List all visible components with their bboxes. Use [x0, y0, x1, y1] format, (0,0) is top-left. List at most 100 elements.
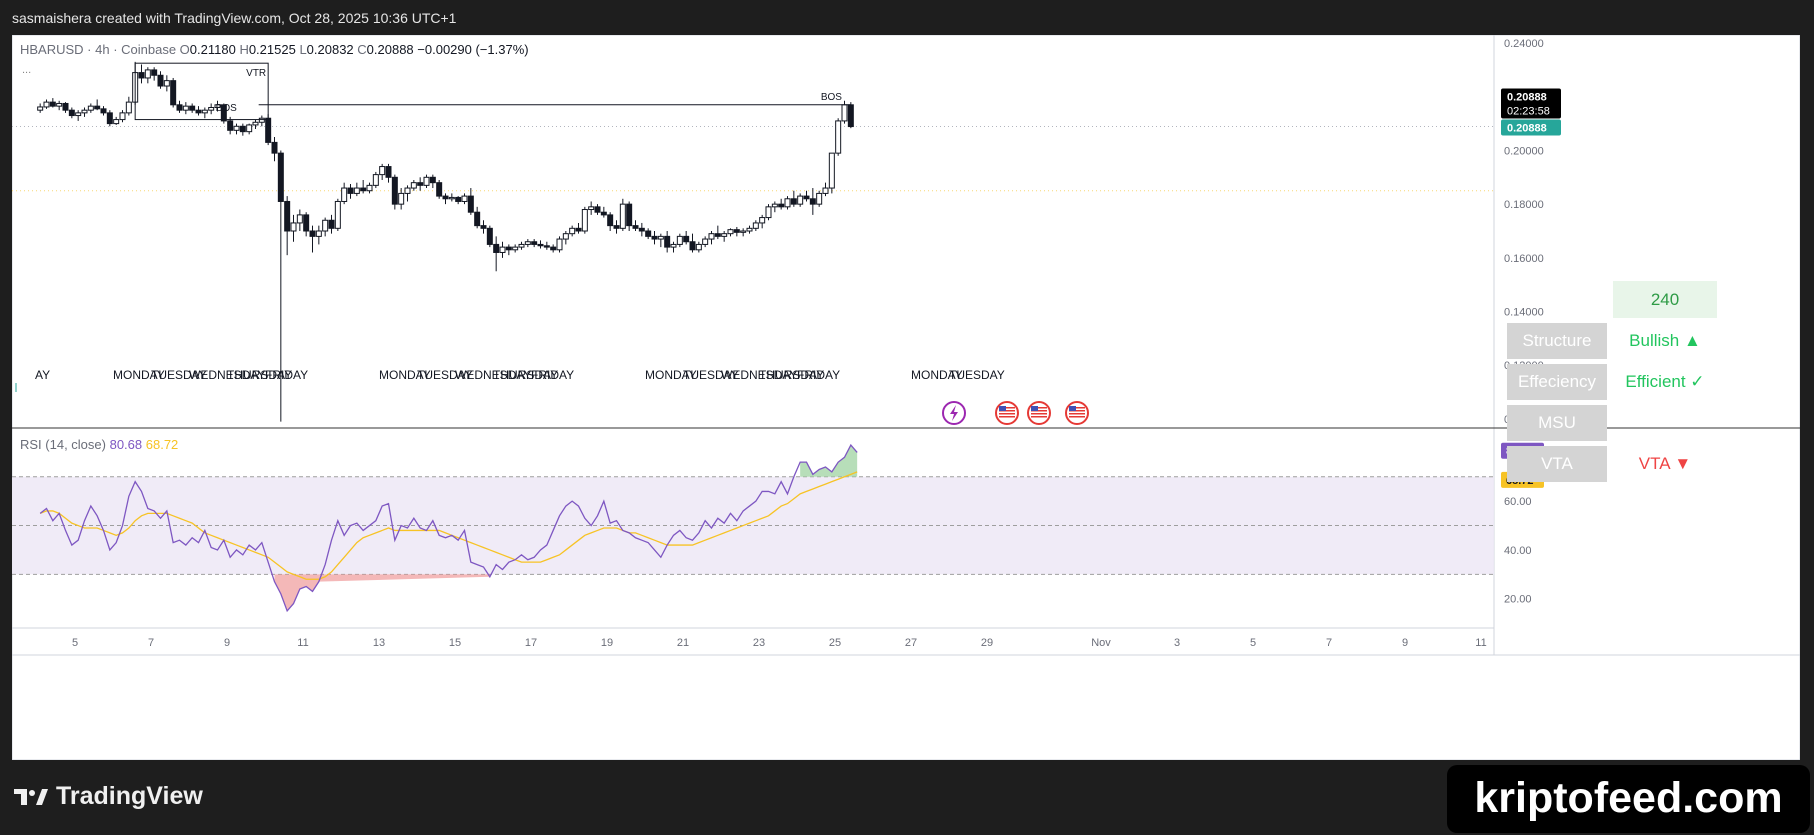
candle — [480, 225, 487, 229]
msu-value — [1613, 405, 1717, 441]
us-flag-icon[interactable] — [1027, 401, 1051, 425]
time-tick: 17 — [525, 637, 537, 649]
session-label: THURSDAY — [493, 368, 558, 382]
lightning-icon[interactable] — [942, 401, 966, 425]
candle — [581, 209, 588, 232]
flag-stripe — [1069, 416, 1085, 418]
legend-part: 0.20832 — [307, 42, 358, 57]
candle — [62, 102, 69, 111]
legend-more: ... — [22, 64, 31, 76]
time-tick: 23 — [753, 637, 765, 649]
legend-part: 0.20888 — [367, 42, 418, 57]
efficiency-value: Efficient ✓ — [1613, 364, 1717, 400]
candle — [518, 243, 525, 248]
candle — [759, 217, 766, 224]
legend-part: −0.00290 (−1.37%) — [417, 42, 528, 57]
legend-part: 0.21525 — [249, 42, 300, 57]
candle — [366, 184, 373, 192]
header-text: sasmaishera created with TradingView.com… — [12, 10, 457, 26]
structure-label: Structure — [1507, 323, 1607, 359]
last-price-label — [1501, 88, 1561, 119]
flag-stripe — [1069, 410, 1085, 412]
time-tick: 5 — [72, 637, 78, 649]
candle — [657, 235, 664, 240]
brand-badge: kriptofeed.com — [1447, 765, 1810, 833]
candle — [550, 246, 557, 251]
flag-stripe — [1069, 407, 1085, 409]
session-label: THURSDAY — [759, 368, 824, 382]
flag-stripe — [999, 410, 1015, 412]
tradingview-logo[interactable]: TradingView — [14, 782, 203, 811]
candle — [239, 125, 246, 133]
price-tick: 0.14000 — [1504, 307, 1544, 319]
candle — [144, 69, 151, 79]
legend-part: 0.21180 — [190, 42, 240, 57]
candle — [784, 198, 791, 208]
candle — [284, 200, 291, 232]
structure-value-text: Bullish ▲ — [1629, 331, 1701, 350]
candle — [828, 152, 835, 189]
candle — [227, 120, 234, 131]
candle — [252, 121, 259, 126]
candle — [499, 246, 506, 253]
candle — [695, 243, 702, 251]
session-label: AY — [35, 368, 50, 382]
candle — [569, 227, 576, 235]
time-tick: 9 — [1402, 637, 1408, 649]
structure-value: Bullish ▲ — [1613, 323, 1717, 359]
us-flag-icon[interactable] — [1065, 401, 1089, 425]
candle — [334, 200, 341, 229]
legend-part: C — [357, 42, 366, 57]
candle — [638, 227, 645, 232]
candle — [651, 235, 658, 240]
candle — [702, 238, 709, 245]
us-flag-icon[interactable] — [995, 401, 1019, 425]
flag-stripe — [1031, 416, 1047, 418]
candle — [790, 198, 797, 205]
candle — [290, 222, 297, 232]
rsi-legend-part: 80.68 — [110, 437, 146, 452]
candle — [195, 109, 202, 114]
time-tick: 25 — [829, 637, 841, 649]
candle — [619, 203, 626, 229]
session-label: THURSDAY — [227, 368, 292, 382]
candle — [461, 195, 468, 202]
candle — [822, 187, 829, 194]
rsi-tick: 60.00 — [1504, 496, 1532, 508]
flag-canton — [1069, 406, 1076, 411]
rsi-legend: RSI (14, close) 80.68 68.72 — [20, 437, 178, 452]
candle — [176, 104, 183, 111]
candle — [341, 187, 348, 202]
candle — [100, 108, 107, 114]
candle — [201, 109, 208, 114]
candle — [360, 187, 367, 192]
candle — [404, 187, 411, 194]
vta-label-text: VTA — [1541, 454, 1573, 473]
efficiency-value-text: Efficient ✓ — [1625, 372, 1705, 391]
time-tick: 21 — [677, 637, 689, 649]
candle — [607, 214, 614, 227]
candle — [56, 102, 63, 107]
session-label: WEDNESDAY — [189, 368, 265, 382]
candle — [170, 80, 177, 106]
candle — [816, 192, 823, 205]
prev-close-label — [1501, 119, 1561, 136]
candle — [613, 225, 620, 229]
candle — [303, 214, 310, 232]
time-tick: 15 — [449, 637, 461, 649]
candle — [182, 105, 189, 111]
candle — [670, 243, 677, 248]
legend-part: HBARUSD · 4h · Coinbase — [20, 42, 180, 57]
price-tick: 0.24000 — [1504, 38, 1544, 50]
candle — [543, 245, 550, 248]
candle — [436, 182, 443, 197]
session-label: FRIDAY — [531, 368, 574, 382]
candle — [771, 203, 778, 208]
candle — [385, 166, 392, 178]
chart-frame[interactable]: VTR BOS BOS HBARUSD · 4h · Coinbase O0.2118… — [12, 35, 1800, 760]
candle — [347, 187, 354, 194]
candle — [119, 112, 126, 121]
time-tick: 7 — [1326, 637, 1332, 649]
candle — [531, 241, 538, 245]
candle — [391, 176, 398, 205]
